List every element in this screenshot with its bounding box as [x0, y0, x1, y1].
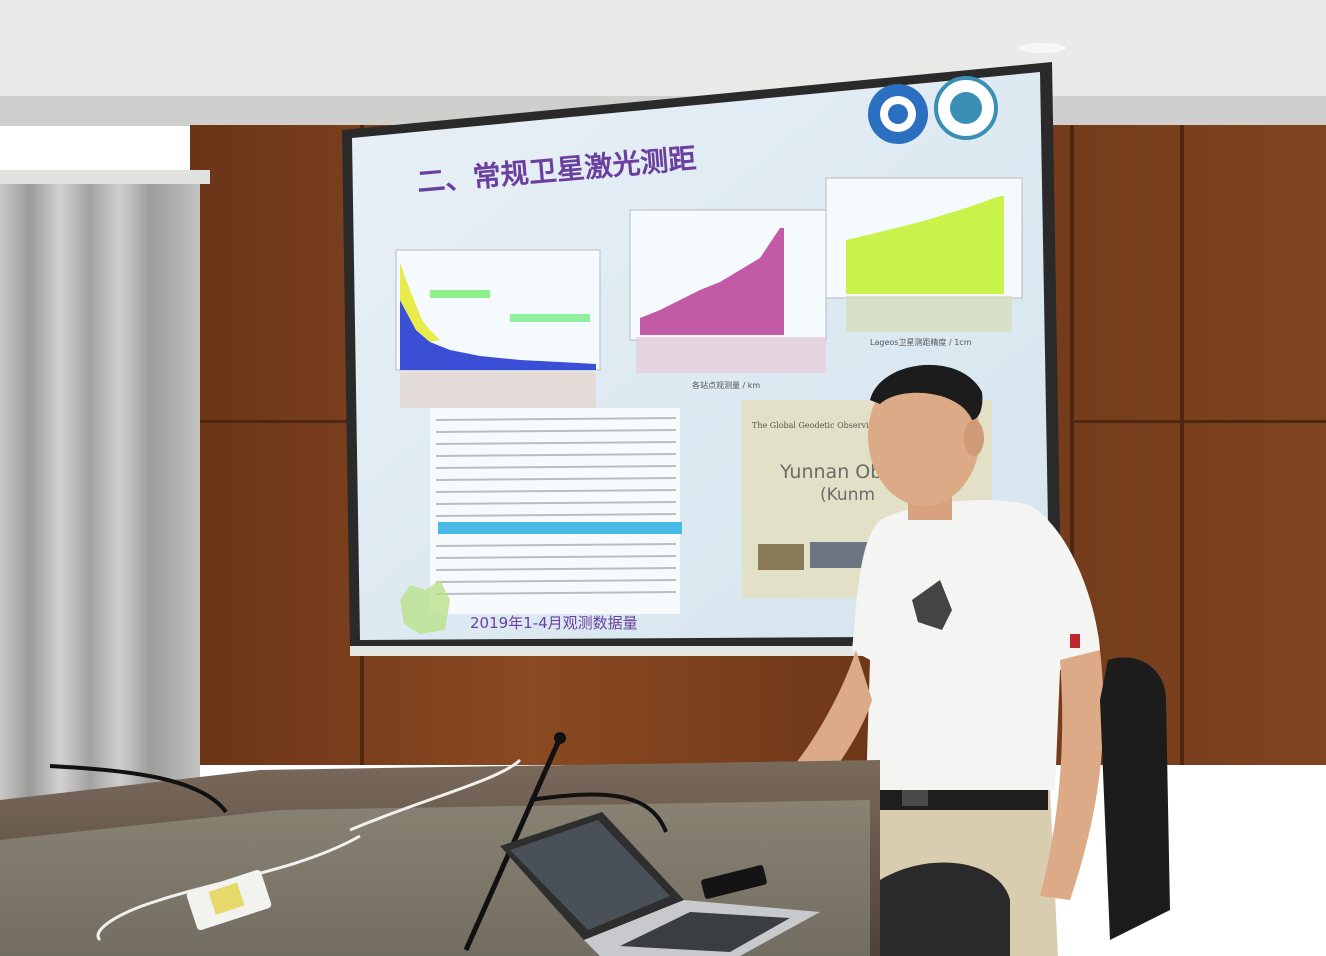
shirt-graphic [912, 580, 952, 630]
phone [701, 865, 767, 899]
chart-2-bars [640, 228, 784, 335]
inset-title: Yunnan Ob [779, 461, 882, 483]
observatory-logo-core [950, 92, 982, 124]
slide-chart-3: Lageos卫星测距精度 / 1cm [825, 177, 1023, 347]
table-highlight-row [438, 522, 682, 534]
microphone-head [554, 732, 566, 744]
inset-thumb [810, 542, 870, 568]
curtain [0, 180, 200, 820]
chart-3-labels [846, 296, 1012, 332]
curtain-rail [0, 170, 210, 184]
wood-panel-seam [1070, 125, 1074, 765]
inset-heading: The Global Geodetic Observing System [752, 421, 911, 430]
chart-1-area-blue [400, 300, 596, 370]
slide-data-table [430, 408, 682, 614]
wood-panel-seam [1070, 420, 1326, 423]
presenter-head [868, 366, 980, 506]
chart-3-bars [846, 196, 1004, 294]
microphone [49, 764, 228, 814]
slide-chart-2: 各站点观测量 / km [629, 209, 827, 390]
chart-1-area-yellow [400, 262, 440, 342]
chart-1-band [430, 290, 490, 298]
microphone [529, 792, 668, 833]
wood-panel-seam [190, 420, 360, 423]
chart-2-xlabel: 各站点观测量 / km [692, 380, 760, 390]
slide-caption: 2019年1-4月观测数据量 [470, 614, 638, 632]
chart-1-labels [400, 372, 596, 408]
ceiling-light [1018, 43, 1066, 53]
laptop-display [510, 820, 670, 930]
table-body [430, 408, 680, 614]
inset-subtitle: (Kunm [820, 485, 875, 505]
laptop-keyboard [620, 912, 790, 952]
presenter-ear [964, 420, 984, 456]
table-row-lines [435, 417, 677, 595]
adapter-label [208, 882, 245, 915]
wood-panel-seam [1180, 125, 1184, 765]
chart-3-xlabel: Lageos卫星测距精度 / 1cm [870, 337, 972, 347]
power-cable [96, 758, 522, 942]
chart-1-band [510, 314, 590, 322]
presenter-arm [1040, 650, 1104, 900]
inset-thumb [758, 544, 804, 570]
institution-logo-core [888, 104, 908, 124]
chart-2-labels [636, 337, 826, 373]
screen-bottom-bar [350, 646, 1062, 656]
slide-chart-1 [395, 249, 601, 408]
office-chair-front [880, 862, 1010, 956]
presenter-shirt [852, 500, 1100, 790]
sleeve-tag [1070, 634, 1080, 648]
presenter-hair [870, 364, 983, 420]
office-chair [1100, 657, 1170, 940]
slide-map [400, 580, 450, 634]
